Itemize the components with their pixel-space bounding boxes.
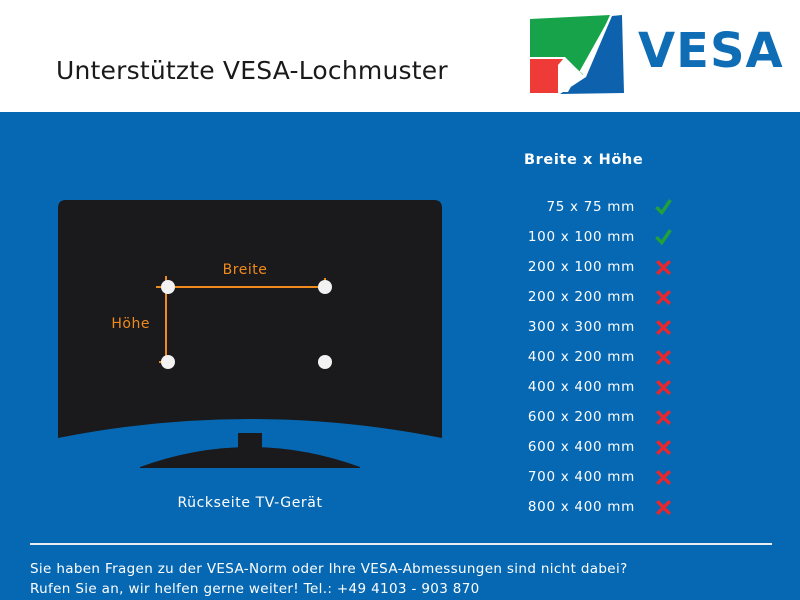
tv-back-body [58,200,442,438]
mounting-hole-icon [161,355,175,369]
cross-icon [655,259,672,275]
width-label: Breite [223,262,268,278]
table-row: 800 x 400 mm [470,492,750,522]
pattern-size-label: 600 x 200 mm [527,409,635,425]
footer-contact-text: Sie haben Fragen zu der VESA-Norm oder I… [30,559,770,599]
height-label: Höhe [111,316,150,332]
cross-icon [655,469,672,485]
status-badge [655,259,695,276]
cross-icon [655,289,672,305]
status-badge [655,349,695,366]
pattern-size-label: 700 x 400 mm [527,469,635,485]
footer-line-2: Rufen Sie an, wir helfen gerne weiter! T… [30,581,480,597]
vesa-checkmark-logo-icon [530,15,624,94]
tv-illustration: Breite Höhe [58,200,442,468]
status-badge [655,379,695,396]
pattern-table-header: Breite x Höhe [524,152,644,168]
vesa-wordmark: VESA [638,23,784,79]
mounting-hole-icon [318,280,332,294]
pattern-size-label: 75 x 75 mm [546,199,635,215]
status-badge [655,289,695,306]
table-row: 200 x 200 mm [470,282,750,312]
table-row: 400 x 400 mm [470,372,750,402]
status-badge [655,469,695,486]
status-badge [655,228,695,246]
table-row: 75 x 75 mm [470,192,750,222]
mounting-hole-icon [318,355,332,369]
tv-stand-neck [238,433,262,455]
content-panel: Breite Höhe Rückseite TV-Gerät Breite x … [0,112,800,600]
pattern-size-label: 100 x 100 mm [527,229,635,245]
pattern-size-label: 300 x 300 mm [527,319,635,335]
table-row: 300 x 300 mm [470,312,750,342]
cross-icon [655,439,672,455]
status-badge [655,439,695,456]
vesa-wordmark-text: VESA [638,23,784,79]
table-row: 100 x 100 mm [470,222,750,252]
vesa-brand: VESA [528,13,784,101]
tv-back-diagram: Breite Höhe Rückseite TV-Gerät [40,190,460,600]
table-row: 700 x 400 mm [470,462,750,492]
pattern-size-label: 800 x 400 mm [527,499,635,515]
tv-stand-base [140,447,360,468]
status-badge [655,198,695,216]
cross-icon [655,319,672,335]
tv-diagram-caption: Rückseite TV-Gerät [177,495,323,511]
status-badge [655,319,695,336]
cross-icon [655,349,672,365]
cross-icon [655,499,672,515]
table-row: 600 x 200 mm [470,402,750,432]
pattern-size-label: 600 x 400 mm [527,439,635,455]
page-title: Unterstützte VESA-Lochmuster [56,56,448,85]
status-badge [655,409,695,426]
pattern-size-label: 400 x 400 mm [527,379,635,395]
pattern-table-rows: 75 x 75 mm 100 x 100 mm [470,192,750,522]
mounting-hole-icon [161,280,175,294]
check-icon [655,198,672,215]
pattern-size-label: 400 x 200 mm [527,349,635,365]
table-row: 600 x 400 mm [470,432,750,462]
footer-line-1: Sie haben Fragen zu der VESA-Norm oder I… [30,561,628,577]
check-icon [655,228,672,245]
table-row: 200 x 100 mm [470,252,750,282]
cross-icon [655,379,672,395]
footer-divider [30,543,772,545]
vesa-pattern-table: Breite x Höhe 75 x 75 mm 100 x 100 mm [470,152,750,522]
pattern-size-label: 200 x 100 mm [527,259,635,275]
pattern-size-label: 200 x 200 mm [527,289,635,305]
cross-icon [655,409,672,425]
table-row: 400 x 200 mm [470,342,750,372]
page-header: Unterstützte VESA-Lochmuster VESA [0,0,800,112]
status-badge [655,499,695,516]
